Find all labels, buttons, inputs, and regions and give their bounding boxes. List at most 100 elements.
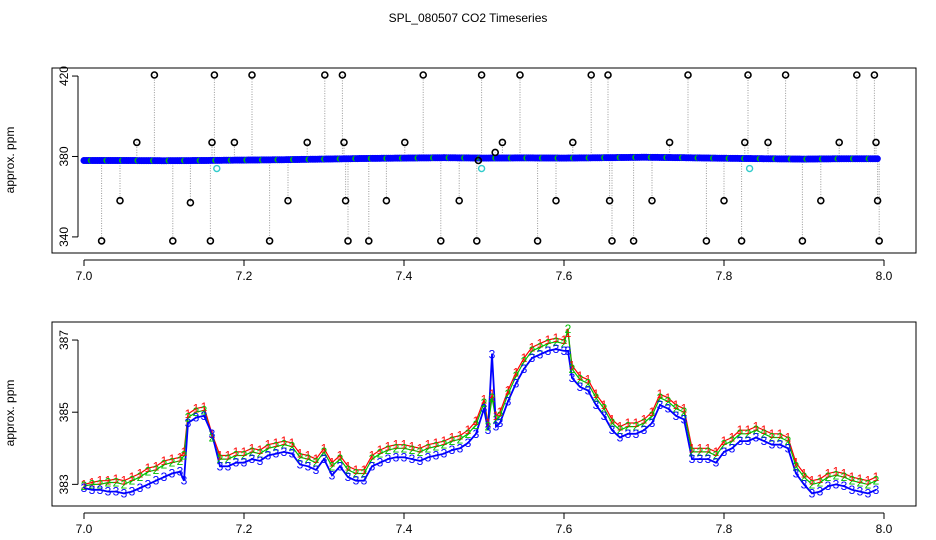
- series-1-marker: 1: [265, 438, 272, 452]
- series-1-marker: 1: [181, 445, 188, 459]
- series-3-marker: 3: [329, 468, 336, 482]
- series-1-marker: 1: [193, 402, 200, 416]
- series-2-marker: 2: [425, 441, 432, 455]
- series-2-marker: 2: [417, 445, 424, 459]
- series-1-marker: 1: [465, 423, 472, 437]
- series-1-marker: 1: [297, 447, 304, 461]
- series-3-marker: 3: [609, 423, 616, 437]
- series-3-marker: 3: [337, 459, 344, 473]
- series-1-marker: 1: [681, 402, 688, 416]
- series-1-marker: 1: [705, 441, 712, 455]
- series-2-marker: 2: [449, 434, 456, 448]
- top-y-tick-label: 380: [57, 146, 71, 166]
- series-1-marker: 1: [81, 477, 88, 491]
- series-3-marker: 3: [849, 483, 856, 497]
- bottom-x-tick-label: 7.4: [396, 522, 413, 536]
- series-2-marker: 2: [593, 391, 600, 405]
- series-2-marker: 2: [193, 405, 200, 419]
- series-2-marker: 2: [721, 438, 728, 452]
- top-x-tick-label: 8.0: [876, 269, 893, 283]
- series-1-marker: 1: [761, 423, 768, 437]
- series-1-marker: 1: [505, 384, 512, 398]
- series-3-marker: 3: [697, 452, 704, 466]
- spike-point: [605, 196, 614, 205]
- spike-point: [498, 138, 507, 147]
- series-3-marker: 3: [777, 438, 784, 452]
- series-2-marker: 2: [873, 474, 880, 488]
- spike-point: [604, 71, 612, 79]
- spike-point: [303, 138, 312, 147]
- series-1-marker: 1: [721, 434, 728, 448]
- series-2-marker: 2: [753, 423, 760, 437]
- series-3-marker: 3: [169, 467, 176, 481]
- series-3-marker: 3: [485, 423, 492, 437]
- series-1-marker: 1: [249, 441, 256, 455]
- spike-point: [344, 237, 352, 245]
- series-3-marker: 3: [217, 459, 224, 473]
- series-3-marker: 3: [233, 456, 240, 470]
- spike-point: [629, 237, 638, 245]
- spike-point: [816, 196, 825, 205]
- series-3-marker: 3: [89, 483, 96, 497]
- series-2-marker: 2: [537, 340, 544, 354]
- series-2-marker: 2: [625, 420, 632, 434]
- series-2-marker: 2: [577, 373, 584, 387]
- series-1-marker: 1: [657, 387, 664, 401]
- series-1-marker: 1: [153, 459, 160, 473]
- series-3-marker: 3: [161, 470, 168, 484]
- series-2-marker: 2: [181, 448, 188, 462]
- series-1-marker: 1: [233, 445, 240, 459]
- series-1-marker: 1: [537, 337, 544, 351]
- series-1-marker: 1: [593, 387, 600, 401]
- series-3-marker: 3: [249, 452, 256, 466]
- series-3-marker: 3: [833, 477, 840, 491]
- series-2-marker: 2: [825, 470, 832, 484]
- series-2-marker: 2: [377, 447, 384, 461]
- series-3-marker: 3: [181, 474, 188, 488]
- series-3-marker: 3: [681, 412, 688, 426]
- series-1-marker: 1: [485, 416, 492, 430]
- spike-point: [702, 237, 711, 245]
- series-3-marker: 3: [425, 450, 432, 464]
- spike-point: [341, 196, 350, 205]
- series-1-marker: 1: [201, 400, 208, 414]
- spike-point: [608, 237, 616, 245]
- series-3-marker: 3: [521, 362, 528, 376]
- series-3-marker: 3: [825, 479, 832, 493]
- series-2-marker: 2: [201, 403, 208, 417]
- series-2-marker: 2: [393, 441, 400, 455]
- spike-point: [210, 71, 219, 79]
- series-1-marker: 1: [609, 412, 616, 426]
- series-2-marker: 2: [545, 337, 552, 351]
- series-3-marker: 3: [241, 456, 248, 470]
- series-3-marker: 3: [377, 456, 384, 470]
- series-2-marker: 2: [169, 456, 176, 470]
- series-1-marker: 1: [225, 448, 232, 462]
- series-2-marker: 2: [313, 456, 320, 470]
- top-plot-frame: [51, 67, 917, 254]
- series-2-marker: 2: [641, 416, 648, 430]
- series-2-marker: 2: [97, 477, 104, 491]
- series-3-marker: 3: [569, 371, 576, 385]
- series-2-marker: 2: [265, 441, 272, 455]
- series-2-marker: 2: [793, 459, 800, 473]
- bottom-y-tick-label: 383: [57, 474, 71, 494]
- series-1-marker: 1: [289, 436, 296, 450]
- series-1-marker: 1: [649, 405, 656, 419]
- series-3-marker: 3: [201, 409, 208, 423]
- series-2-marker: 2: [145, 465, 152, 479]
- series-1-marker: 1: [673, 398, 680, 412]
- series-1-marker: 1: [625, 416, 632, 430]
- series-2-marker: 2: [485, 420, 492, 434]
- series-3-marker: 3: [409, 452, 416, 466]
- series-2-marker: 2: [353, 467, 360, 481]
- series-3-marker: 3: [713, 456, 720, 470]
- series-1-marker: 1: [361, 463, 368, 477]
- series-3-marker: 3: [577, 380, 584, 394]
- spike-point: [740, 138, 749, 147]
- series-3-marker: 3: [649, 416, 656, 430]
- series-2-marker: 2: [305, 452, 312, 466]
- series-3-marker: 3: [561, 344, 568, 358]
- series-1-marker: 1: [617, 420, 624, 434]
